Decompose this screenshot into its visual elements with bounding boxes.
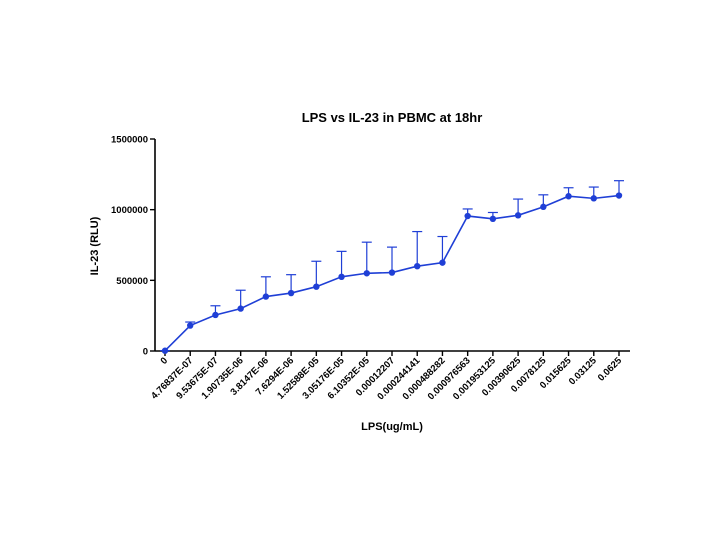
plot-area: [160, 180, 624, 354]
x-tick-label: 0.0625: [596, 355, 625, 384]
data-point: [439, 259, 446, 266]
data-point: [161, 347, 169, 354]
data-point: [187, 322, 194, 329]
data-point: [514, 212, 522, 219]
data-point: [287, 289, 295, 297]
data-point: [262, 293, 270, 300]
x-tick-label: 0: [159, 355, 171, 367]
data-point: [464, 212, 471, 220]
data-point: [212, 311, 219, 319]
x-axis-label: LPS(ug/mL): [361, 421, 423, 433]
y-tick-label: 1500000: [111, 135, 148, 146]
data-point: [388, 269, 396, 276]
data-point: [237, 305, 244, 312]
data-point: [313, 283, 320, 290]
data-point: [540, 203, 547, 211]
y-tick-label: 0: [143, 347, 148, 358]
y-axis: 0 500000 1000000 1500000: [111, 135, 156, 358]
data-point: [363, 270, 370, 277]
y-tick-label: 1000000: [111, 205, 148, 216]
data-point: [489, 215, 497, 223]
y-tick-label: 500000: [116, 276, 148, 287]
data-point: [565, 193, 572, 200]
data-point: [338, 273, 345, 280]
x-axis: 04.76837E-079.53675E-071.90735E-063.8147…: [149, 350, 630, 402]
data-point: [615, 192, 623, 199]
x-tick-label: 0.03125: [567, 355, 600, 388]
chart-title: LPS vs IL-23 in PBMC at 18hr: [302, 110, 483, 125]
y-axis-label: IL-23 (RLU): [89, 216, 101, 275]
data-point: [414, 263, 421, 270]
data-point: [590, 195, 597, 202]
